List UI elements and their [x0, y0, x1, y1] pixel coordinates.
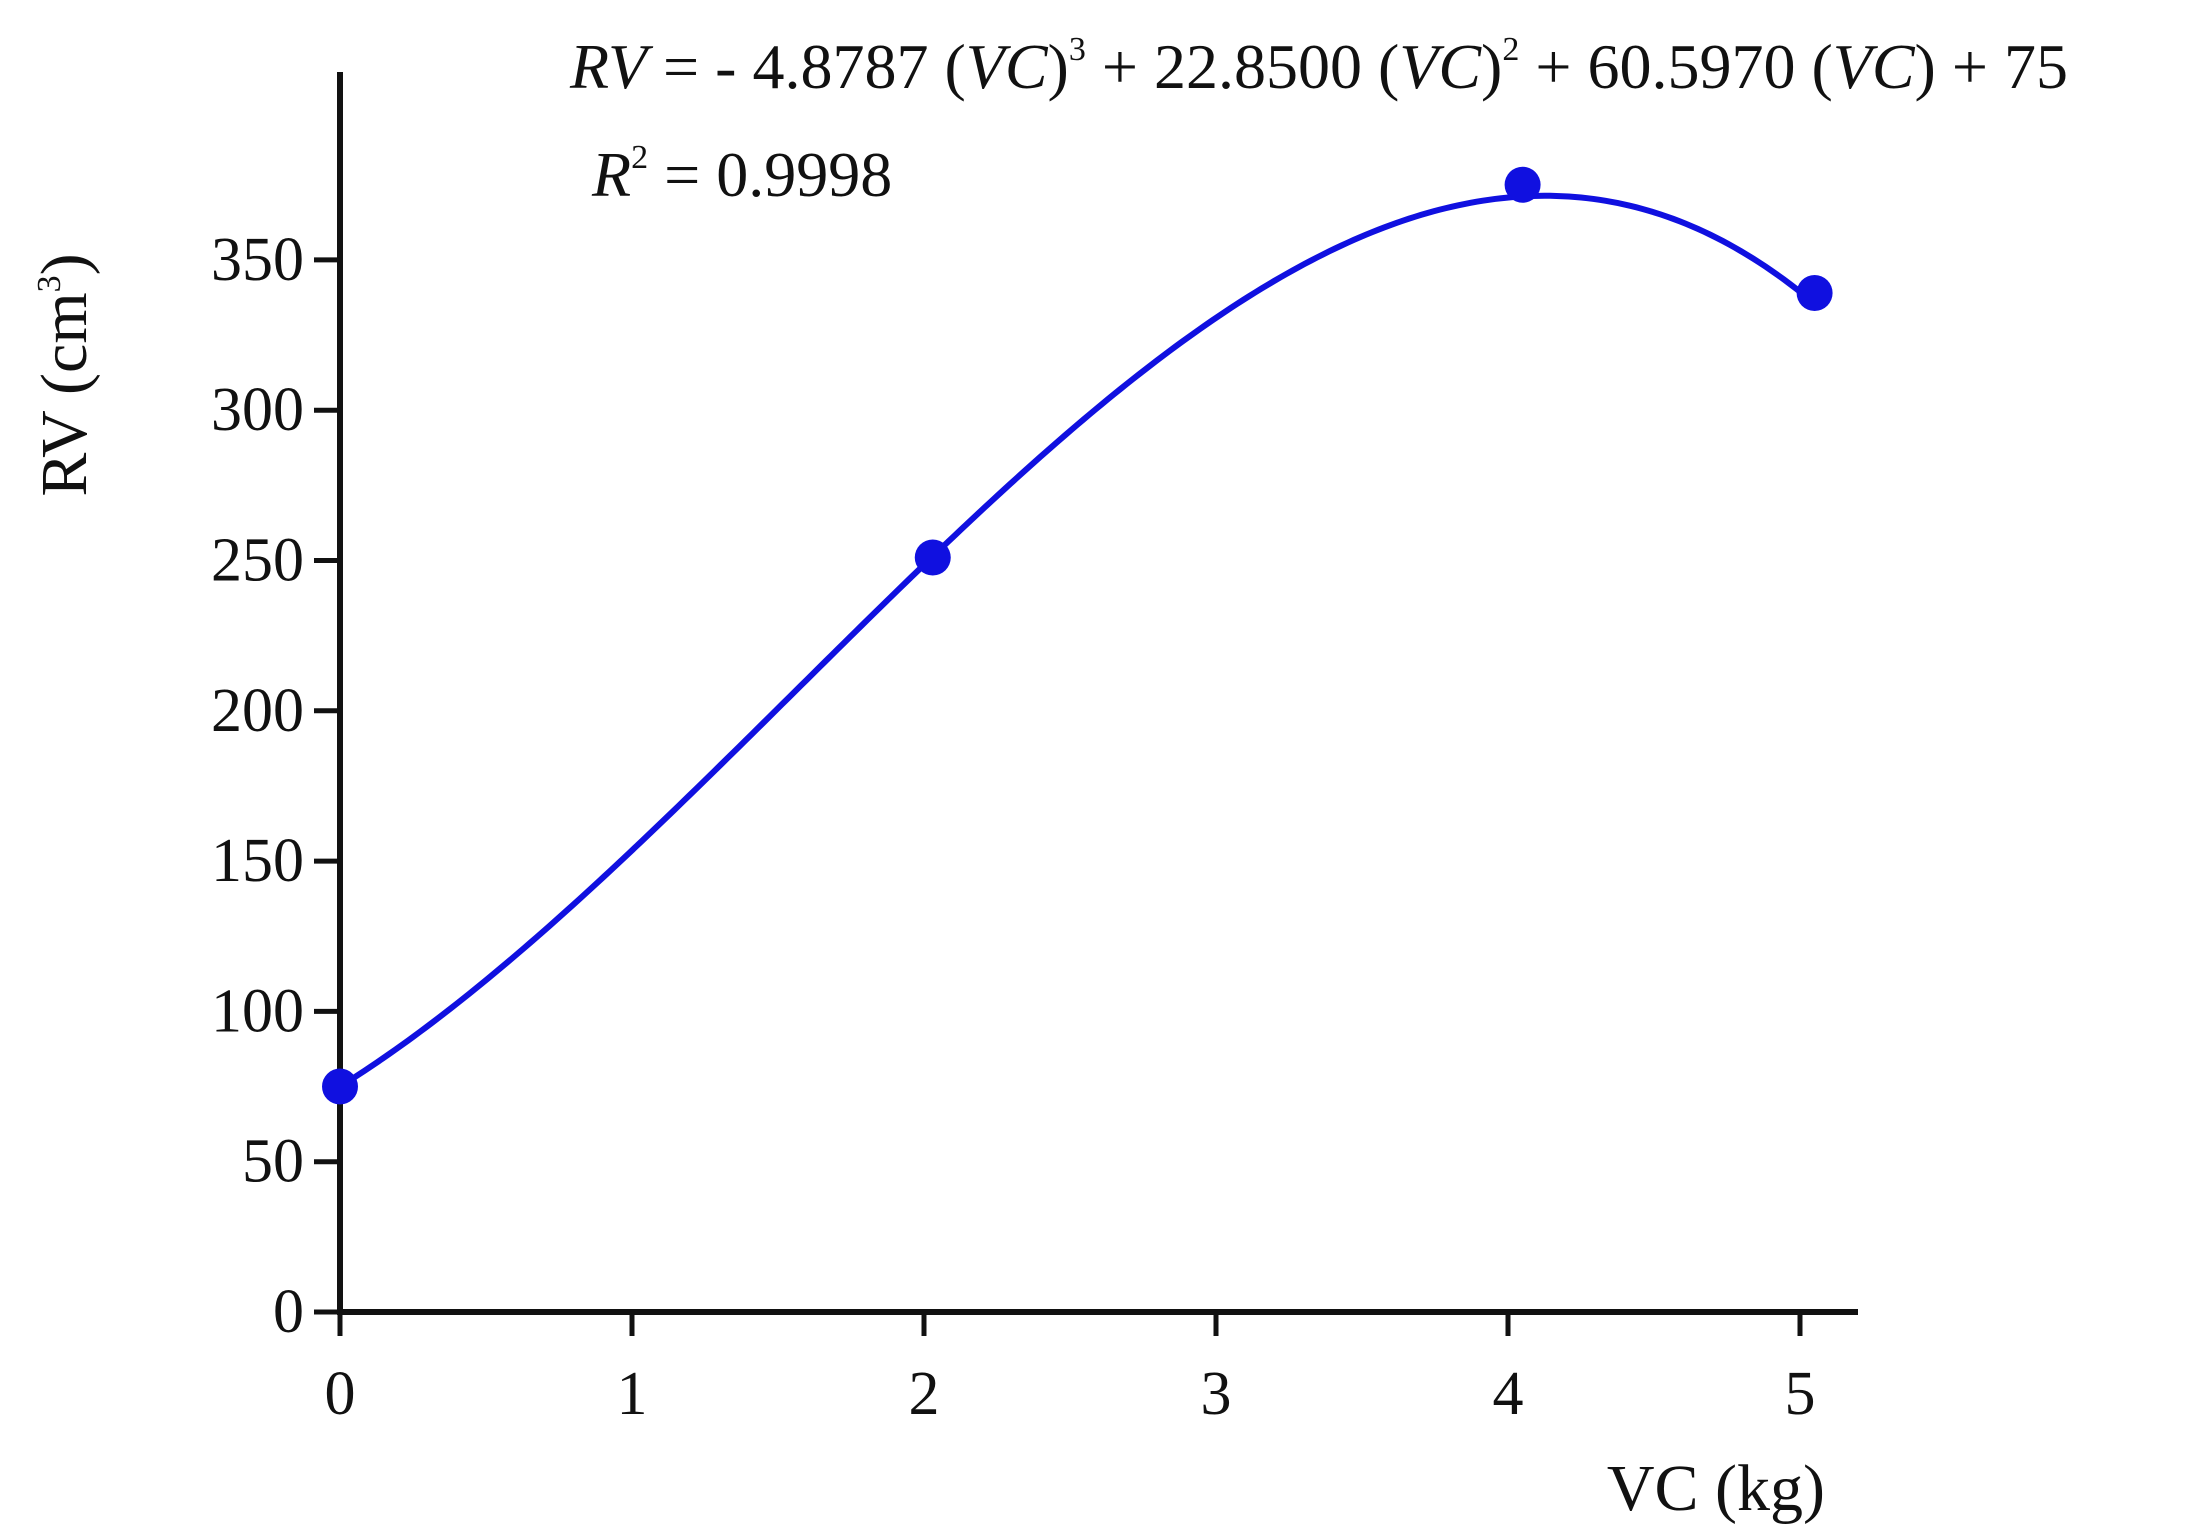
data-point — [322, 1068, 358, 1105]
x-tick-label: 3 — [1201, 1360, 1232, 1428]
r2-sup: 2 — [631, 139, 648, 176]
x-tick-label: 2 — [909, 1360, 940, 1428]
x-tick-label: 0 — [325, 1360, 356, 1428]
y-tick-label: 0 — [273, 1278, 304, 1346]
data-point — [1504, 166, 1541, 203]
y-tick-label: 250 — [211, 527, 304, 595]
eq-var-2: VC — [1399, 31, 1482, 102]
eq-part-3: + 60.5970 ( — [1519, 31, 1832, 102]
y-tick-label: 100 — [211, 977, 304, 1045]
eq-close-1: ) — [1048, 31, 1069, 102]
data-point — [914, 539, 951, 576]
eq-var-1: VC — [966, 31, 1049, 102]
eq-close-3: ) + 75 — [1915, 31, 2068, 102]
r-squared: R2 = 0.9998 — [591, 139, 892, 210]
data-points — [322, 166, 1833, 1105]
x-tick-label: 5 — [1785, 1360, 1816, 1428]
y-tick-label: 300 — [211, 376, 304, 444]
y-axis-title: RV (cm3) — [28, 253, 101, 496]
y-axis-title-main: RV (cm — [28, 292, 101, 496]
eq-part-1: = - 4.8787 ( — [647, 31, 966, 102]
y-axis-title-sup: 3 — [31, 275, 68, 292]
r2-value: = 0.9998 — [648, 139, 892, 210]
y-tick-label: 200 — [211, 677, 304, 745]
data-point — [1796, 274, 1833, 311]
r2-symbol: R — [591, 139, 631, 210]
axes — [337, 72, 1858, 1315]
y-tick-label: 150 — [211, 827, 304, 895]
y-ticks: 0 50 100 150 200 250 300 350 — [211, 226, 340, 1346]
x-tick-label: 1 — [617, 1360, 648, 1428]
fit-curve — [338, 192, 1817, 1090]
eq-var-3: VC — [1833, 31, 1916, 102]
y-tick-label: 350 — [211, 226, 304, 294]
x-axis-title: VC (kg) — [1607, 1452, 1825, 1525]
eq-lhs: RV — [569, 31, 654, 102]
x-ticks: 0 1 2 3 4 5 — [325, 1312, 1816, 1428]
regression-equation: RV = - 4.8787 (VC)3 + 22.8500 (VC)2 + 60… — [569, 31, 2068, 102]
eq-part-2: + 22.8500 ( — [1086, 31, 1399, 102]
eq-close-2: ) — [1481, 31, 1502, 102]
x-tick-label: 4 — [1493, 1360, 1524, 1428]
eq-sup-1: 3 — [1069, 31, 1086, 68]
y-axis-title-close: ) — [28, 253, 101, 275]
eq-sup-2: 2 — [1502, 31, 1519, 68]
y-tick-label: 50 — [242, 1128, 304, 1196]
